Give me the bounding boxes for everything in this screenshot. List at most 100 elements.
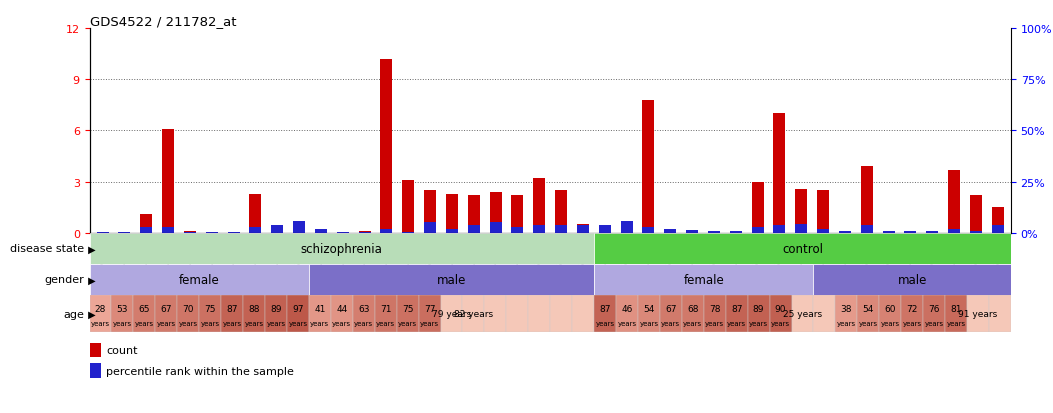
Bar xyxy=(468,225,480,233)
Bar xyxy=(577,225,589,233)
Text: 63: 63 xyxy=(358,304,370,313)
Bar xyxy=(243,295,265,332)
Bar xyxy=(857,295,879,332)
Bar xyxy=(687,232,698,233)
Text: years: years xyxy=(880,320,899,326)
Bar xyxy=(970,196,982,233)
Bar xyxy=(468,196,480,233)
Text: 68: 68 xyxy=(687,304,698,313)
Text: schizophrenia: schizophrenia xyxy=(301,242,382,255)
Text: 28: 28 xyxy=(95,304,106,313)
Text: years: years xyxy=(859,320,878,326)
Text: 67: 67 xyxy=(665,304,677,313)
Text: years: years xyxy=(311,320,330,326)
Bar xyxy=(730,232,741,233)
Bar xyxy=(551,295,572,332)
Bar xyxy=(331,295,353,332)
Bar xyxy=(555,225,568,233)
Text: years: years xyxy=(289,320,307,326)
Bar xyxy=(664,229,676,233)
Bar xyxy=(795,189,808,233)
Bar xyxy=(905,232,916,233)
Text: female: female xyxy=(179,273,220,286)
Text: 71: 71 xyxy=(380,304,392,313)
Text: years: years xyxy=(179,320,198,326)
Bar xyxy=(594,233,1011,264)
Text: years: years xyxy=(244,320,263,326)
Text: years: years xyxy=(354,320,373,326)
Text: 87: 87 xyxy=(226,304,238,313)
Bar xyxy=(835,295,857,332)
Text: 90: 90 xyxy=(775,304,787,313)
Text: years: years xyxy=(333,320,352,326)
Bar xyxy=(490,222,501,233)
Bar xyxy=(140,228,153,233)
Bar xyxy=(726,295,748,332)
Bar xyxy=(529,295,551,332)
Text: 38: 38 xyxy=(840,304,852,313)
Bar xyxy=(309,295,331,332)
Text: 44: 44 xyxy=(336,304,347,313)
Text: GDS4522 / 211782_at: GDS4522 / 211782_at xyxy=(90,15,236,28)
Text: 67: 67 xyxy=(160,304,172,313)
Bar xyxy=(817,229,829,233)
Bar xyxy=(792,295,814,332)
Text: 87: 87 xyxy=(599,304,611,313)
Bar xyxy=(814,264,1011,295)
Bar xyxy=(265,295,286,332)
Bar xyxy=(752,228,763,233)
Text: 53: 53 xyxy=(117,304,128,313)
Bar xyxy=(839,232,851,233)
Text: years: years xyxy=(157,320,176,326)
Bar xyxy=(882,232,895,233)
Text: 54: 54 xyxy=(643,304,655,313)
Bar xyxy=(774,225,786,233)
Text: 75: 75 xyxy=(402,304,414,313)
Bar xyxy=(817,191,829,233)
Bar xyxy=(315,232,326,233)
Text: control: control xyxy=(782,242,823,255)
Bar xyxy=(293,221,305,233)
Bar xyxy=(156,295,177,332)
Bar xyxy=(664,232,676,233)
Text: 87: 87 xyxy=(731,304,742,313)
Text: years: years xyxy=(947,320,966,326)
Text: 89: 89 xyxy=(271,304,282,313)
Bar xyxy=(162,228,174,233)
Bar xyxy=(927,232,938,233)
Text: years: years xyxy=(661,320,680,326)
Bar xyxy=(90,264,309,295)
Bar xyxy=(90,363,101,378)
Bar xyxy=(134,295,156,332)
Text: years: years xyxy=(398,320,417,326)
Text: ▶: ▶ xyxy=(85,244,96,254)
Text: years: years xyxy=(771,320,790,326)
Text: years: years xyxy=(749,320,768,326)
Text: percentile rank within the sample: percentile rank within the sample xyxy=(106,366,294,376)
Text: 81: 81 xyxy=(950,304,961,313)
Bar xyxy=(272,232,283,233)
Bar xyxy=(927,232,938,233)
Text: years: years xyxy=(201,320,220,326)
Bar xyxy=(445,194,458,233)
Bar xyxy=(424,191,436,233)
Text: years: years xyxy=(902,320,921,326)
Text: 89: 89 xyxy=(753,304,764,313)
Bar xyxy=(642,100,655,233)
Text: years: years xyxy=(925,320,943,326)
Bar xyxy=(752,182,763,233)
Bar xyxy=(879,295,901,332)
Bar xyxy=(221,295,243,332)
Text: 70: 70 xyxy=(182,304,194,313)
Bar xyxy=(577,225,589,233)
Bar xyxy=(687,231,698,233)
Bar xyxy=(594,264,814,295)
Text: years: years xyxy=(617,320,636,326)
Bar xyxy=(162,129,174,233)
Bar xyxy=(419,295,440,332)
Text: 46: 46 xyxy=(621,304,633,313)
Text: 72: 72 xyxy=(907,304,918,313)
Bar xyxy=(90,343,101,357)
Text: 65: 65 xyxy=(139,304,151,313)
Bar xyxy=(359,232,371,233)
